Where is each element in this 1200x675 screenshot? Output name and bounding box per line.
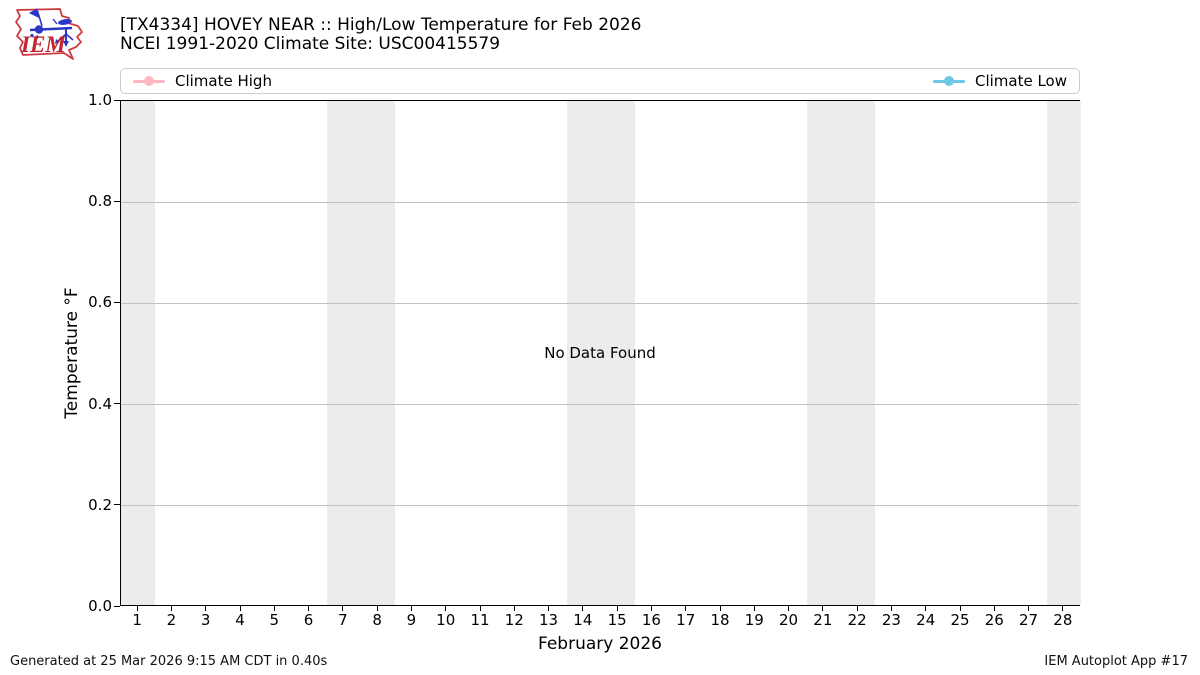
x-tick-mark <box>582 606 584 611</box>
y-tick-label: 0.6 <box>88 293 112 312</box>
y-tick-mark <box>114 403 120 405</box>
x-tick-mark <box>856 606 858 611</box>
x-tick-mark <box>445 606 447 611</box>
x-tick-mark <box>376 606 378 611</box>
x-tick-label: 13 <box>539 611 559 629</box>
legend-entry: Climate Low <box>932 72 1067 90</box>
x-tick-label: 27 <box>1019 611 1039 629</box>
x-tick-label: 18 <box>710 611 730 629</box>
weather-vane-icon <box>28 8 74 47</box>
y-tick-label: 0.0 <box>88 597 112 615</box>
y-gridline <box>121 302 1079 304</box>
x-tick-label: 12 <box>504 611 524 629</box>
x-axis-label: February 2026 <box>538 634 662 654</box>
legend-marker-icon <box>133 76 165 86</box>
x-tick-mark <box>753 606 755 611</box>
generated-timestamp: Generated at 25 Mar 2026 9:15 AM CDT in … <box>10 654 328 669</box>
x-tick-label: 6 <box>303 611 314 629</box>
weekend-band <box>806 101 876 605</box>
y-tick-label: 0.2 <box>88 495 112 514</box>
legend-dot-icon <box>144 76 154 86</box>
weekend-band <box>1046 101 1081 605</box>
x-tick-mark <box>205 606 207 611</box>
legend-dot-icon <box>943 76 954 86</box>
y-tick-label: 0.8 <box>88 192 112 211</box>
x-tick-label: 26 <box>984 611 1004 629</box>
x-tick-mark <box>685 606 687 611</box>
x-tick-label: 23 <box>881 611 901 629</box>
x-tick-mark <box>719 606 721 611</box>
plot-area: No Data Found <box>120 100 1081 606</box>
no-data-message: No Data Found <box>544 344 656 362</box>
x-tick-label: 28 <box>1053 611 1073 629</box>
x-tick-label: 5 <box>269 611 280 629</box>
chart-header: [TX4334] HOVEY NEAR :: High/Low Temperat… <box>120 16 641 54</box>
y-gridline <box>121 505 1079 507</box>
x-tick-label: 16 <box>641 611 661 629</box>
legend-label: Climate High <box>175 72 272 90</box>
x-tick-mark <box>273 606 275 611</box>
y-tick-mark <box>114 99 120 101</box>
x-tick-label: 19 <box>744 611 764 629</box>
y-tick-label: 1.0 <box>88 91 112 109</box>
x-tick-label: 2 <box>166 611 177 629</box>
y-gridline <box>121 404 1079 406</box>
x-tick-mark <box>239 606 241 611</box>
weekend-band <box>566 101 636 605</box>
legend-entry: Climate High <box>133 72 272 90</box>
x-tick-mark <box>1028 606 1030 611</box>
weekend-band <box>326 101 396 605</box>
legend-marker-icon <box>932 76 965 86</box>
x-tick-mark <box>788 606 790 611</box>
y-tick-mark <box>114 200 120 202</box>
legend-label: Climate Low <box>974 72 1067 90</box>
x-tick-mark <box>959 606 961 611</box>
x-tick-label: 4 <box>235 611 245 629</box>
x-tick-label: 15 <box>607 611 627 629</box>
x-tick-mark <box>308 606 310 611</box>
y-tick-label: 0.4 <box>88 394 112 413</box>
chart-subtitle: NCEI 1991-2020 Climate Site: USC00415579 <box>120 34 501 54</box>
x-tick-label: 17 <box>676 611 696 629</box>
x-tick-label: 25 <box>950 611 970 629</box>
x-tick-label: 14 <box>573 611 593 629</box>
weekend-band <box>121 101 156 605</box>
y-tick-mark <box>114 504 120 506</box>
x-tick-mark <box>410 606 412 611</box>
x-tick-mark <box>136 606 138 611</box>
x-tick-mark <box>513 606 515 611</box>
x-tick-mark <box>616 606 618 611</box>
y-tick-mark <box>114 605 120 607</box>
x-tick-mark <box>925 606 927 611</box>
x-tick-label: 1 <box>132 611 142 629</box>
x-tick-label: 9 <box>406 611 417 629</box>
app-credit: IEM Autoplot App #17 <box>1044 654 1188 669</box>
chart-title: [TX4334] HOVEY NEAR :: High/Low Temperat… <box>120 15 642 35</box>
x-tick-label: 3 <box>200 611 211 629</box>
x-tick-mark <box>170 606 172 611</box>
y-tick-mark <box>114 301 120 303</box>
x-tick-mark <box>822 606 824 611</box>
x-tick-label: 10 <box>436 611 456 629</box>
x-tick-label: 24 <box>916 611 936 629</box>
x-tick-label: 7 <box>338 611 348 629</box>
x-tick-label: 21 <box>813 611 833 629</box>
legend-box: Climate High Climate Low <box>120 68 1080 94</box>
x-tick-mark <box>650 606 652 611</box>
x-tick-mark <box>1062 606 1064 611</box>
iem-logo: IEM <box>15 8 83 60</box>
x-tick-mark <box>548 606 550 611</box>
y-gridline <box>121 201 1079 203</box>
x-tick-label: 22 <box>847 611 867 629</box>
x-tick-label: 20 <box>779 611 799 629</box>
x-tick-mark <box>479 606 481 611</box>
x-tick-mark <box>993 606 995 611</box>
x-tick-mark <box>342 606 344 611</box>
x-tick-label: 8 <box>372 611 382 629</box>
iem-logo-text: IEM <box>20 32 67 57</box>
x-tick-mark <box>890 606 892 611</box>
x-tick-label: 11 <box>470 611 490 629</box>
